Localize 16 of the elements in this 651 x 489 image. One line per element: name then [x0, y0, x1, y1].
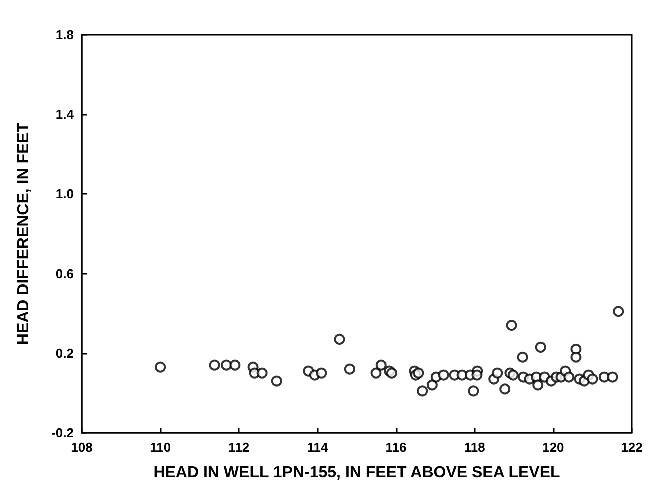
x-tick-label: 110	[150, 440, 172, 455]
y-tick-label: 0.6	[56, 266, 74, 282]
y-tick-label: 0.2	[56, 346, 74, 361]
x-tick-label: 120	[542, 440, 564, 455]
y-tick-label: 1.8	[56, 28, 74, 42]
y-tick-label: 1.4	[56, 107, 75, 122]
x-tick-label: 118	[464, 440, 486, 455]
x-tick-label: 116	[386, 440, 407, 455]
x-tick-label: 122	[621, 440, 643, 455]
x-axis-title: HEAD IN WELL 1PN-155, IN FEET ABOVE SEA LEVEL	[154, 464, 561, 482]
y-tick-label: 1.0	[56, 186, 74, 202]
y-tick-label: -0.2	[52, 426, 74, 440]
x-tick-label: 112	[228, 440, 250, 455]
x-tick-label: 108	[71, 440, 93, 455]
x-tick-label: 114	[307, 440, 329, 455]
y-axis-title: HEAD DIFFERENCE, IN FEET	[16, 122, 32, 346]
